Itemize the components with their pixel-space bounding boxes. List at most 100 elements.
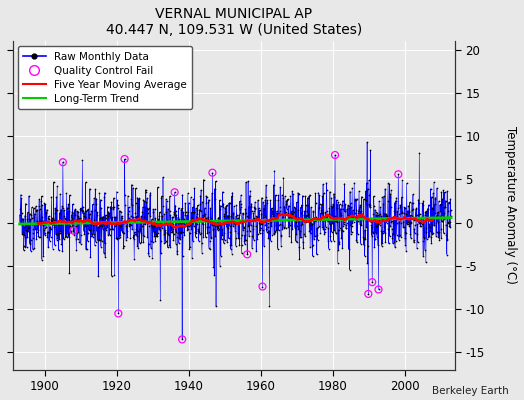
Point (121, 156, 129, 162)
Point (243, 251, 252, 258)
Point (443, 251, 451, 258)
Point (220, 240, 228, 246)
Point (375, 217, 383, 224)
Point (210, 186, 219, 192)
Point (58, 203, 66, 210)
Point (177, 230, 185, 236)
Point (180, 221, 189, 227)
Point (423, 209, 431, 216)
Point (431, 194, 440, 201)
Point (79, 204, 87, 210)
Point (387, 187, 395, 194)
Point (294, 226, 303, 232)
Point (139, 239, 147, 245)
Title: VERNAL MUNICIPAL AP
40.447 N, 109.531 W (United States): VERNAL MUNICIPAL AP 40.447 N, 109.531 W … (106, 7, 362, 37)
Point (232, 242, 240, 249)
Point (147, 222, 156, 228)
Point (342, 225, 350, 231)
Point (166, 212, 174, 218)
Point (334, 199, 342, 206)
Point (189, 209, 198, 216)
Point (283, 197, 291, 204)
Point (233, 215, 242, 221)
Point (366, 202, 374, 208)
Point (440, 210, 449, 216)
Point (343, 206, 351, 212)
Point (366, 147, 375, 154)
Point (298, 221, 307, 228)
Point (291, 224, 299, 231)
Point (267, 206, 275, 212)
Point (432, 220, 440, 226)
Point (436, 202, 444, 208)
Point (78, 207, 86, 213)
Point (273, 210, 281, 216)
Point (116, 222, 125, 228)
Point (32, 228, 41, 235)
Point (317, 207, 325, 214)
Point (242, 210, 250, 216)
Point (222, 224, 231, 230)
Point (344, 214, 352, 220)
Point (148, 222, 157, 228)
Point (295, 244, 303, 250)
Point (311, 233, 319, 240)
Point (422, 259, 430, 266)
Point (344, 212, 353, 218)
Point (32, 236, 41, 242)
Point (358, 211, 366, 217)
Point (196, 201, 204, 207)
Point (403, 208, 411, 214)
Point (37, 218, 45, 224)
Point (366, 215, 375, 221)
Point (106, 225, 114, 232)
Point (112, 188, 121, 195)
Point (256, 220, 264, 226)
Point (111, 222, 119, 228)
Point (365, 192, 374, 198)
Point (392, 214, 401, 221)
Point (360, 234, 368, 241)
Point (212, 222, 221, 228)
Point (92, 239, 100, 245)
Point (244, 178, 252, 184)
Point (124, 210, 132, 217)
Point (432, 213, 441, 220)
Point (298, 202, 306, 208)
Point (405, 219, 413, 226)
Point (103, 224, 112, 231)
Point (139, 232, 147, 238)
Point (62, 210, 71, 216)
Point (60, 235, 68, 242)
Point (189, 196, 198, 202)
Point (200, 176, 208, 183)
Point (156, 296, 165, 303)
Point (319, 210, 327, 216)
Point (38, 256, 46, 263)
Point (74, 229, 83, 236)
Point (34, 233, 42, 239)
Point (277, 243, 285, 249)
Point (43, 234, 51, 240)
Point (336, 214, 345, 220)
Point (63, 204, 72, 211)
Point (153, 223, 161, 230)
Point (289, 214, 297, 220)
Point (392, 232, 401, 238)
Point (30, 214, 38, 220)
Point (183, 227, 191, 233)
Point (149, 209, 158, 216)
Point (378, 194, 386, 200)
Point (107, 273, 116, 279)
Point (285, 212, 293, 218)
Point (51, 207, 60, 213)
Point (352, 237, 361, 243)
Point (228, 215, 237, 222)
Point (167, 228, 175, 235)
Point (182, 223, 191, 229)
Point (233, 218, 241, 225)
Point (101, 225, 110, 231)
Point (200, 213, 209, 219)
Point (333, 205, 341, 211)
Point (224, 225, 232, 231)
